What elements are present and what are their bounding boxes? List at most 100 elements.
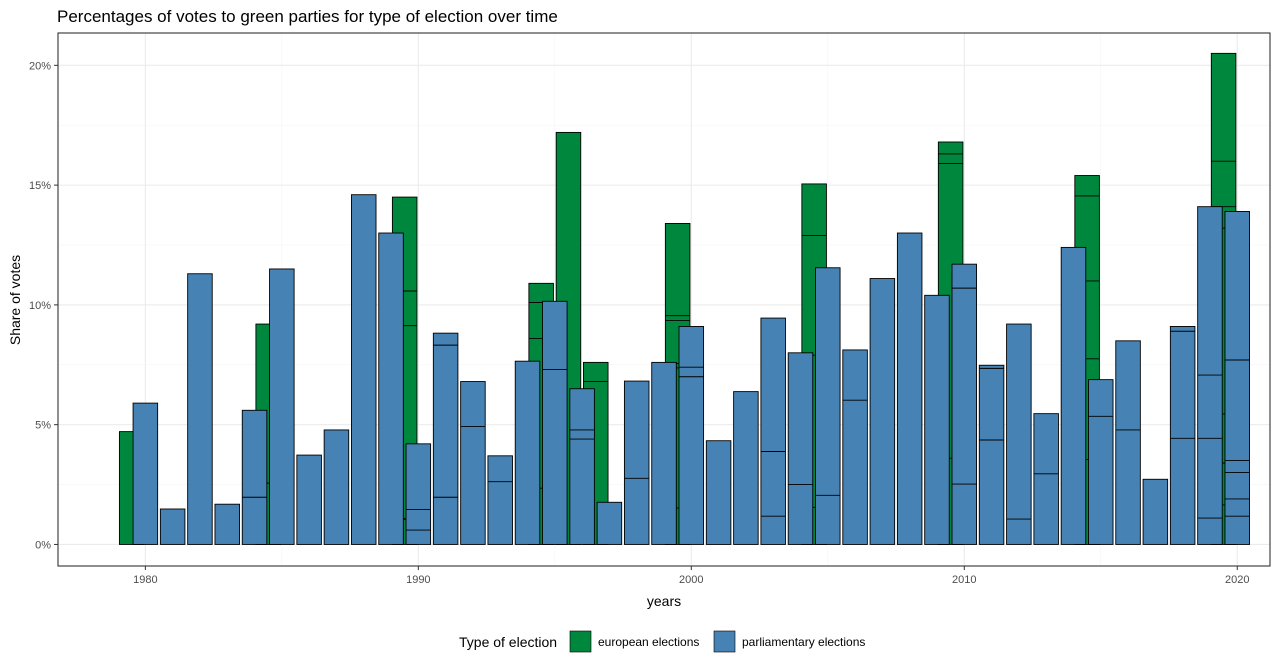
parliamentary-bar-body <box>1088 379 1114 545</box>
parliamentary-bar-2013 <box>1033 413 1059 545</box>
parliamentary-bar-body <box>432 332 459 545</box>
parliamentary-bar-2014 <box>1060 246 1087 545</box>
parliamentary-bar-2017 <box>1142 478 1169 545</box>
parliamentary-bar-body <box>978 364 1005 545</box>
parliamentary-bar-1996 <box>569 388 595 545</box>
parliamentary-bar-body <box>132 402 159 545</box>
parliamentary-bar-2002 <box>733 391 759 545</box>
y-tick-label: 10% <box>29 300 51 312</box>
parliamentary-bar-body <box>869 278 896 545</box>
parliamentary-bar-body <box>815 267 841 545</box>
parliamentary-bar-body <box>487 455 513 545</box>
parliamentary-bar-body <box>514 360 541 545</box>
parliamentary-bar-body <box>623 380 650 545</box>
legend-title: Type of election <box>459 634 557 650</box>
parliamentary-bar-body <box>1224 211 1250 545</box>
x-tick-label: 1980 <box>133 574 157 586</box>
parliamentary-bar-body <box>651 361 677 545</box>
parliamentary-bar-body <box>1142 478 1169 545</box>
parliamentary-bar-body <box>787 352 814 545</box>
parliamentary-bar-2000 <box>678 326 705 545</box>
parliamentary-bar-body <box>323 429 350 545</box>
parliamentary-bar-body <box>951 263 978 545</box>
plot-border <box>57 32 1271 567</box>
x-tick-label: 1990 <box>406 574 430 586</box>
parliamentary-bar-1984 <box>241 409 268 545</box>
parliamentary-bar-2007 <box>869 278 896 545</box>
x-axis: 1980 1990 2000 2010 2020 <box>133 566 1249 586</box>
parliamentary-bar-body <box>378 232 404 545</box>
parliamentary-bar-2010 <box>951 263 978 545</box>
parliamentary-bar-2015 <box>1088 379 1114 545</box>
parliamentary-bar-1983 <box>214 503 240 545</box>
parliamentary-bar-2019 <box>1197 206 1223 545</box>
parliamentary-bar-body <box>924 294 950 545</box>
parliamentary-bar-body <box>542 300 568 545</box>
parliamentary-bar-2008 <box>896 232 923 545</box>
parliamentary-bar-1981 <box>159 508 186 545</box>
parliamentary-bar-2020 <box>1224 211 1250 545</box>
parliamentary-bar-body <box>733 391 759 545</box>
bars <box>118 52 1250 545</box>
parliamentary-bar-body <box>159 508 186 545</box>
parliamentary-bar-2001 <box>705 440 732 545</box>
y-tick-label: 15% <box>29 180 51 192</box>
parliamentary-bar-body <box>1169 326 1196 545</box>
parliamentary-bar-1999 <box>651 361 677 545</box>
parliamentary-bar-2012 <box>1006 323 1032 545</box>
parliamentary-bar-body <box>678 326 705 545</box>
parliamentary-bar-body <box>896 232 923 545</box>
parliamentary-bar-2005 <box>815 267 841 545</box>
parliamentary-bar-1992 <box>460 381 486 545</box>
parliamentary-bar-1986 <box>296 454 322 545</box>
parliamentary-bar-body <box>241 409 268 545</box>
parliamentary-bar-2016 <box>1115 340 1141 545</box>
legend-label-parliamentary: parliamentary elections <box>742 635 865 649</box>
parliamentary-bar-1990 <box>405 443 432 545</box>
parliamentary-bar-body <box>405 443 432 545</box>
parliamentary-bar-1997 <box>596 501 623 545</box>
parliamentary-bar-1998 <box>623 380 650 545</box>
parliamentary-bar-body <box>1006 323 1032 545</box>
parliamentary-bar-1993 <box>487 455 513 545</box>
y-tick-label: 20% <box>29 60 51 72</box>
parliamentary-bar-body <box>842 349 868 545</box>
y-axis: 0% 5% 10% 15% 20% <box>29 60 58 551</box>
parliamentary-bar-body <box>1033 413 1059 545</box>
y-axis-title: Share of votes <box>7 255 23 345</box>
parliamentary-bar-body <box>351 194 377 545</box>
parliamentary-bar-1987 <box>323 429 350 545</box>
parliamentary-bar-1982 <box>187 273 213 545</box>
parliamentary-bar-body <box>460 381 486 545</box>
parliamentary-bar-body <box>760 317 786 545</box>
parliamentary-bar-2011 <box>978 364 1005 545</box>
parliamentary-bar-1989 <box>378 232 404 545</box>
x-axis-title: years <box>647 593 681 609</box>
parliamentary-bar-body <box>1115 340 1141 545</box>
parliamentary-bar-2009 <box>924 294 950 545</box>
legend-key-parliamentary <box>713 630 736 653</box>
parliamentary-bar-1980 <box>132 402 159 545</box>
parliamentary-bar-body <box>187 273 213 545</box>
parliamentary-bar-2003 <box>760 317 786 545</box>
parliamentary-bar-body <box>705 440 732 545</box>
parliamentary-bar-2006 <box>842 349 868 545</box>
y-tick-label: 0% <box>35 539 51 551</box>
parliamentary-bar-body <box>596 501 623 545</box>
parliamentary-bar-1988 <box>351 194 377 545</box>
legend-label-european: european elections <box>598 635 699 649</box>
parliamentary-bar-1994 <box>514 360 541 545</box>
legend-key-european <box>569 630 592 653</box>
parliamentary-bar-2018 <box>1169 326 1196 545</box>
legend: Type of election european elections parl… <box>459 630 865 653</box>
parliamentary-bar-1985 <box>269 268 295 545</box>
x-tick-label: 2020 <box>1225 574 1249 586</box>
parliamentary-bar-body <box>1197 206 1223 545</box>
y-tick-label: 5% <box>35 420 51 432</box>
parliamentary-bar-1995 <box>542 300 568 545</box>
chart-title: Percentages of votes to green parties fo… <box>57 7 558 26</box>
parliamentary-bar-1991 <box>432 332 459 545</box>
parliamentary-bar-2004 <box>787 352 814 545</box>
x-tick-label: 2010 <box>952 574 976 586</box>
